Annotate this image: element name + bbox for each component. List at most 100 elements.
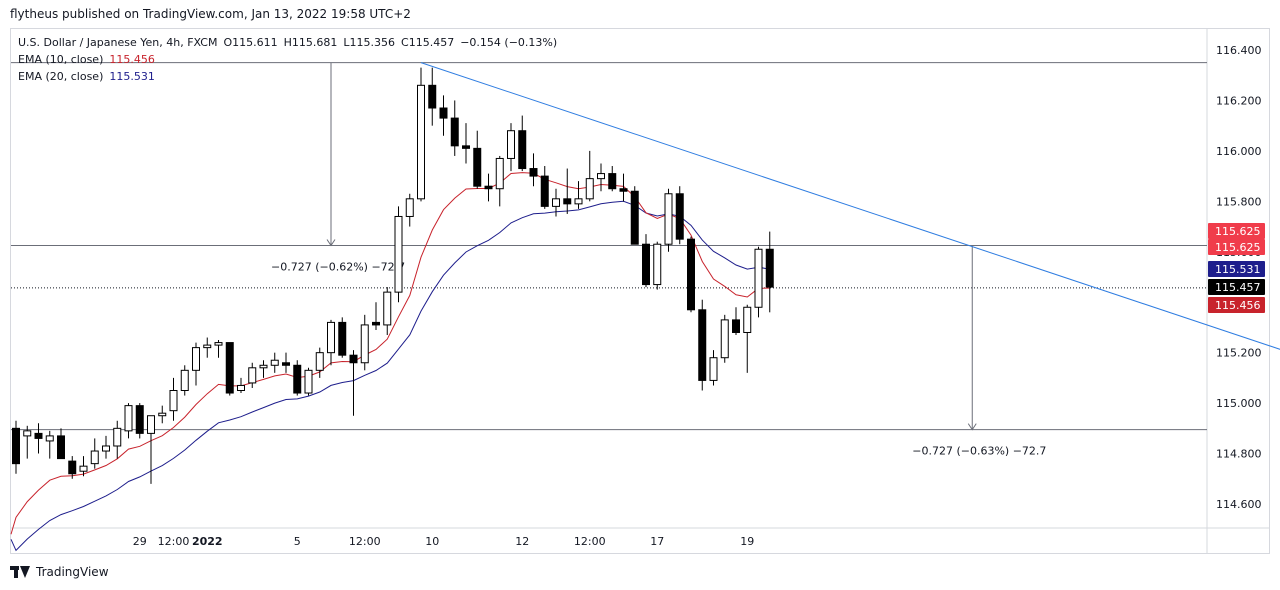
candle-body-6 (79, 465, 88, 472)
candle-body-28 (327, 321, 335, 354)
candle-body-41 (473, 147, 482, 187)
candle-body-47 (540, 175, 549, 207)
brand-name: TradingView (36, 565, 109, 579)
candle-body-55 (630, 190, 639, 245)
candle-body-21 (248, 367, 257, 384)
price-tick-9: 116.400 (1216, 44, 1262, 57)
candle-body-59 (675, 193, 684, 240)
candle-body-27 (315, 352, 324, 371)
time-label-5: 10 (425, 535, 439, 548)
tradingview-logo-icon (10, 566, 30, 578)
candle-body-11 (135, 405, 144, 434)
ohlc-change: −0.154 (−0.13%) (460, 36, 558, 49)
price-tick-3: 115.200 (1216, 347, 1262, 360)
candle-body-18 (214, 342, 223, 346)
candle-body-33 (383, 291, 392, 326)
candle-body-13 (158, 412, 167, 417)
price-label-bg-4 (1208, 297, 1265, 313)
candle-body-38 (439, 107, 448, 119)
candle-body-65 (743, 306, 752, 333)
footer-brand[interactable]: TradingView (10, 565, 109, 579)
candle-body-31 (360, 324, 369, 364)
candle-body-25 (293, 364, 302, 394)
candle-body-4 (57, 435, 65, 460)
candle-body-0 (12, 427, 20, 465)
price-label-0: 115.625 (1215, 225, 1261, 238)
time-label-4: 12:00 (349, 535, 381, 548)
candle-body-14 (169, 390, 178, 412)
chart-legend: U.S. Dollar / Japanese Yen, 4h, FXCM O11… (18, 34, 557, 85)
candle-body-8 (102, 445, 110, 452)
price-tick-1: 114.800 (1216, 448, 1262, 461)
candle-body-44 (507, 130, 515, 159)
price-label-1: 115.625 (1215, 241, 1261, 254)
candle-body-23 (270, 359, 279, 366)
price-tick-7: 116.000 (1216, 145, 1262, 158)
candle-body-30 (349, 354, 358, 364)
time-label-8: 17 (650, 535, 664, 548)
candle-body-58 (664, 193, 673, 245)
ohlc-high: H115.681 (283, 36, 338, 49)
symbol-name[interactable]: U.S. Dollar / Japanese Yen, 4h, FXCM (18, 36, 218, 49)
left-measure-arrow (326, 239, 336, 247)
price-tick-2: 115.000 (1216, 397, 1262, 410)
candle-body-39 (450, 117, 459, 147)
candle-body-17 (203, 344, 212, 349)
candle-body-49 (563, 198, 572, 205)
price-tick-0: 114.600 (1216, 498, 1262, 511)
ema10-label: EMA (10, close) (18, 53, 104, 66)
descending-trendline (420, 62, 1280, 350)
candle-body-3 (45, 435, 54, 442)
candle-body-45 (518, 130, 527, 170)
candle-body-2 (34, 432, 43, 439)
price-label-bg-1 (1208, 239, 1265, 255)
candle-body-50 (574, 198, 583, 205)
candle-body-34 (394, 215, 403, 293)
candle-body-37 (428, 84, 437, 109)
candle-body-43 (495, 157, 504, 190)
time-label-3: 5 (294, 535, 301, 548)
legend-ema10-row[interactable]: EMA (10, close) 115.456 (18, 51, 557, 68)
price-label-bg-0 (1208, 223, 1265, 239)
candle-body-29 (338, 321, 347, 356)
price-label-bg-2 (1208, 261, 1265, 277)
ema10-line (10, 172, 770, 535)
candle-body-22 (259, 364, 268, 369)
ohlc-close: C115.457 (401, 36, 455, 49)
price-tick-8: 116.200 (1216, 94, 1262, 107)
candle-body-60 (687, 238, 695, 311)
candle-body-40 (462, 145, 470, 149)
candle-body-19 (225, 342, 234, 394)
candle-body-24 (282, 362, 290, 366)
legend-ema20-row[interactable]: EMA (20, close) 115.531 (18, 68, 557, 85)
candle-body-57 (653, 243, 662, 286)
candle-body-1 (23, 430, 32, 437)
candle-body-67 (765, 248, 774, 288)
price-label-2: 115.531 (1215, 263, 1261, 276)
ema20-label: EMA (20, close) (18, 70, 104, 83)
candle-body-16 (192, 347, 200, 371)
candle-body-52 (597, 173, 605, 180)
price-tick-6: 115.800 (1216, 195, 1262, 208)
price-label-3: 115.457 (1215, 281, 1261, 294)
candle-body-9 (113, 427, 122, 447)
candle-body-61 (698, 309, 707, 381)
ema20-value: 115.531 (109, 70, 155, 83)
right-measure-label: −0.727 (−0.63%) −72.7 (912, 445, 1046, 458)
candle-body-53 (608, 173, 617, 190)
candle-body-42 (484, 185, 493, 190)
candle-body-10 (124, 405, 133, 432)
candle-body-51 (585, 178, 594, 200)
candle-body-46 (529, 168, 538, 177)
time-label-7: 12:00 (574, 535, 606, 548)
time-label-1: 12:00 (158, 535, 190, 548)
price-label-4: 115.456 (1215, 299, 1261, 312)
ema10-value: 115.456 (109, 53, 155, 66)
candle-body-20 (237, 384, 245, 392)
candle-body-48 (552, 198, 560, 207)
candle-body-54 (619, 188, 628, 192)
ohlc-low: L115.356 (343, 36, 396, 49)
candle-body-32 (372, 321, 380, 326)
left-measure-label: −0.727 (−0.62%) −72.7 (271, 260, 405, 273)
